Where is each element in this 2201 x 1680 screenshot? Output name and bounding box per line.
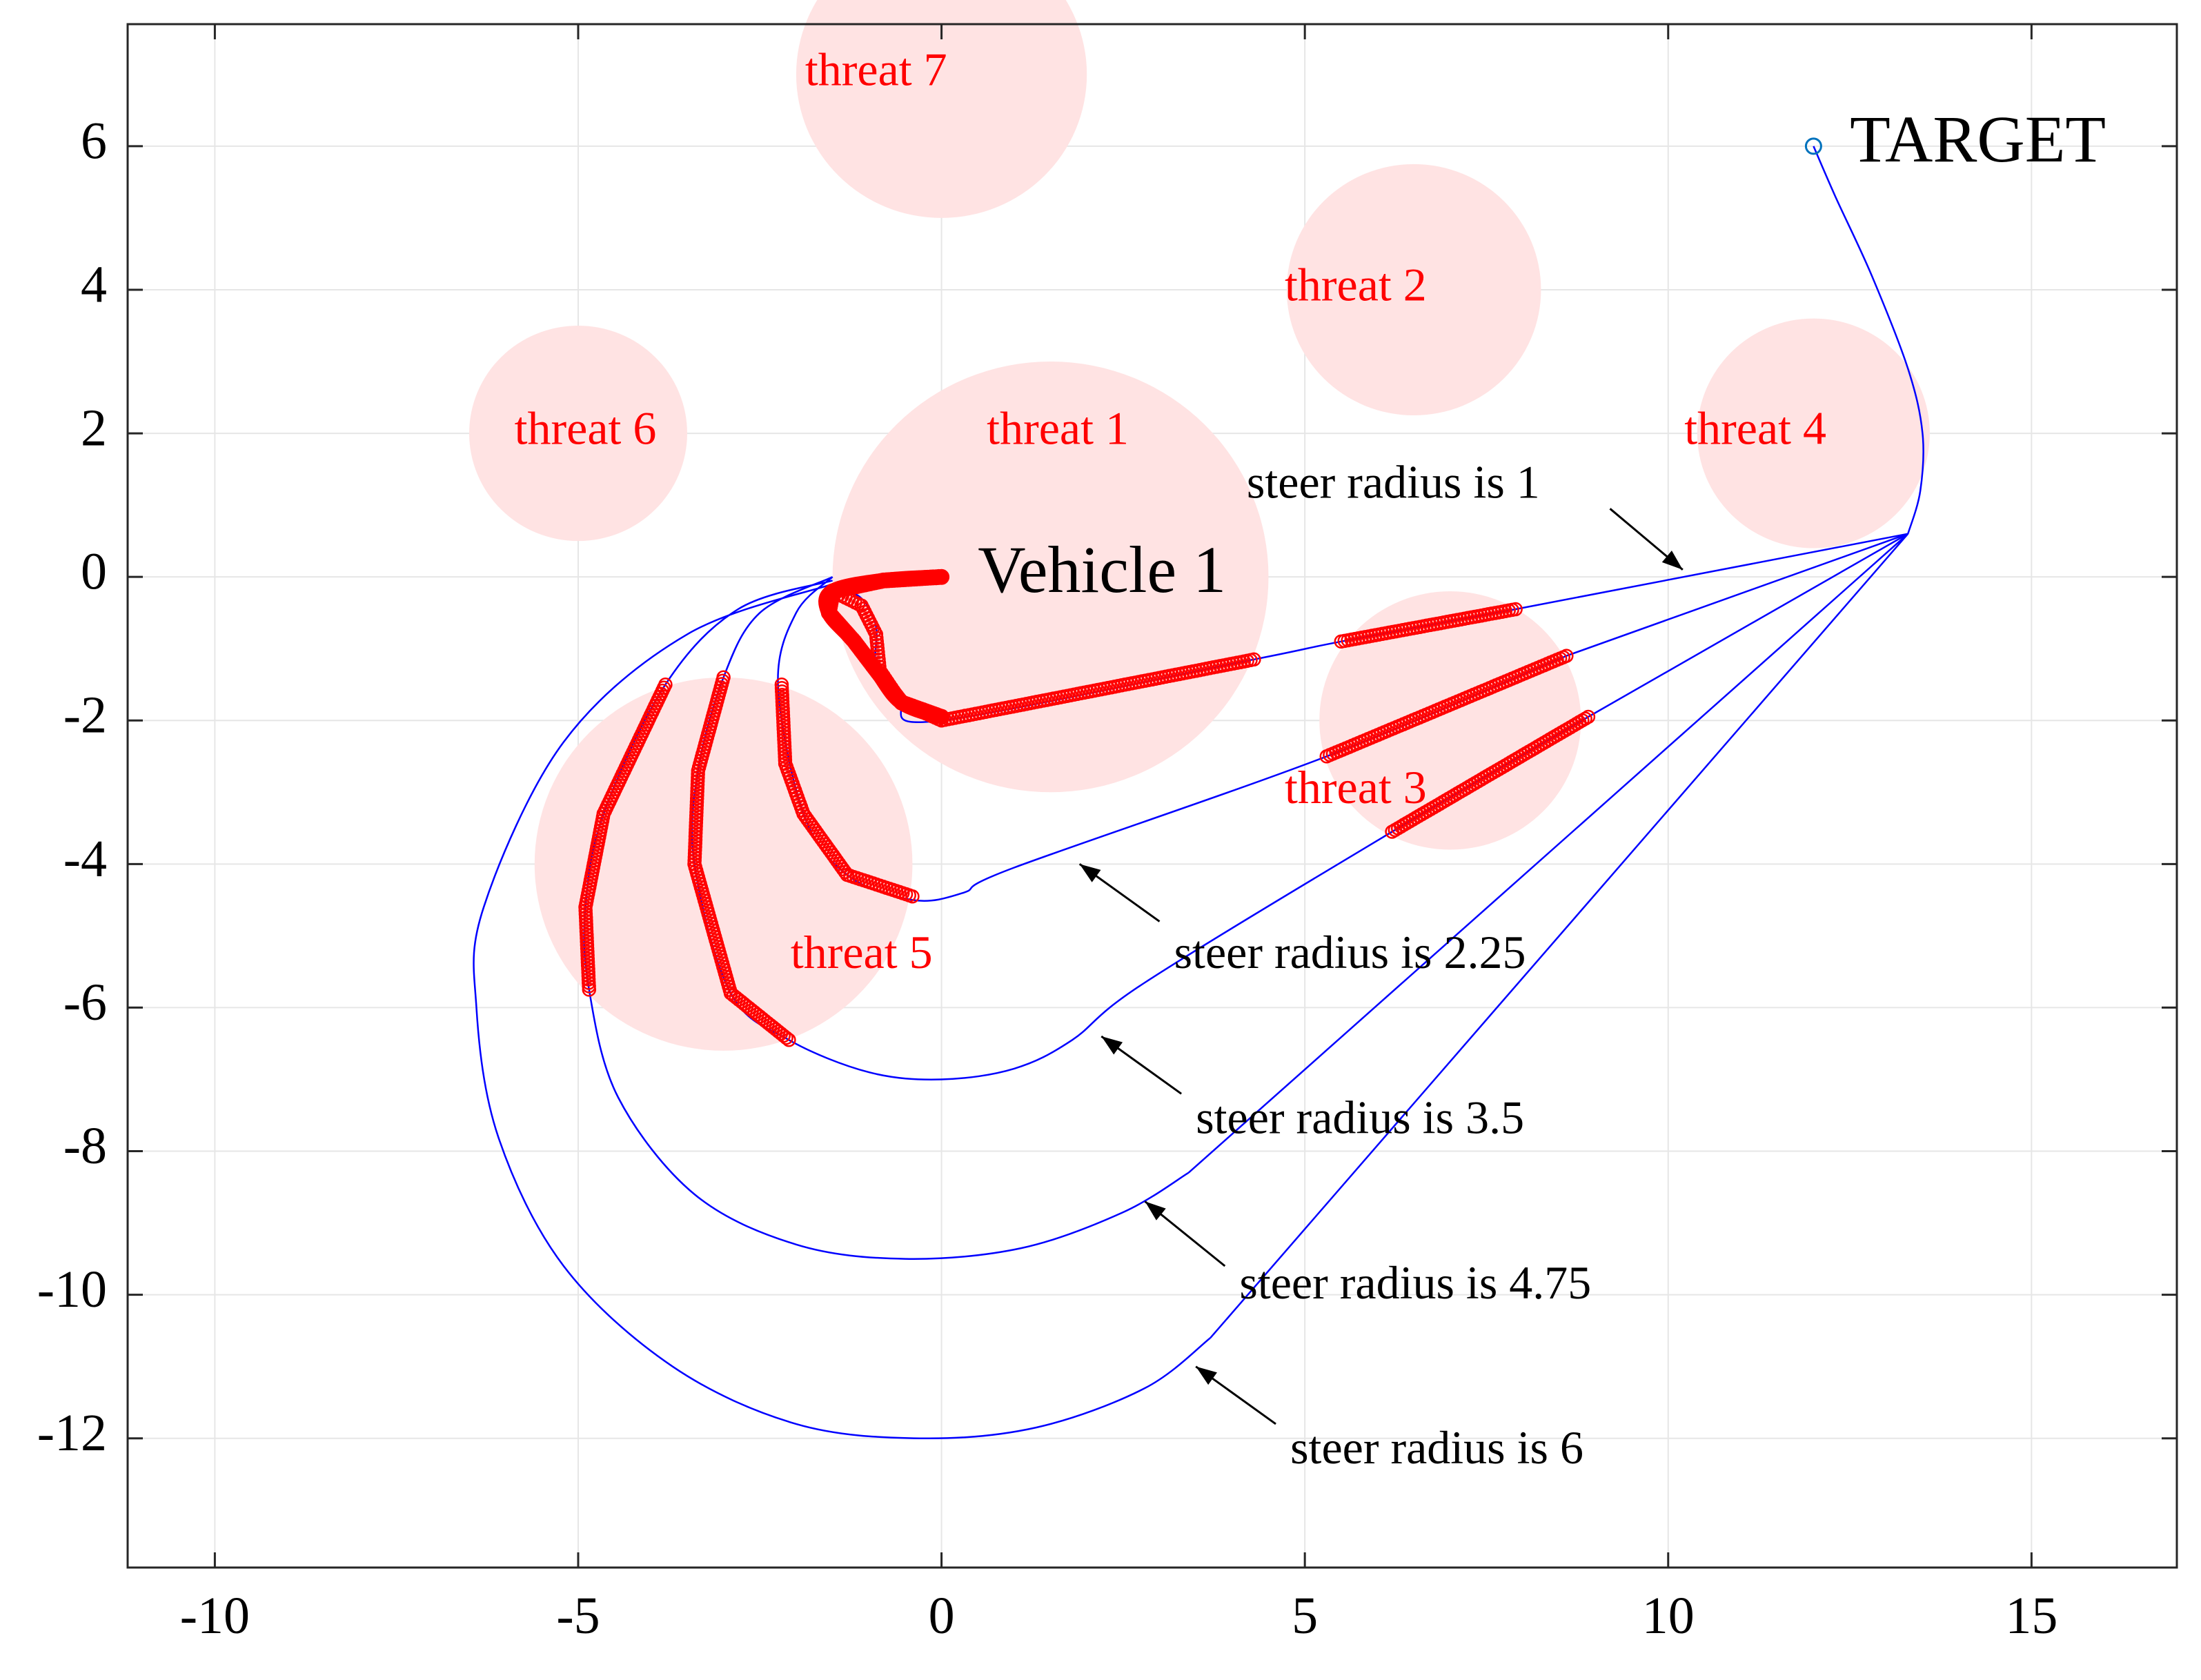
y-tick-label: -6 xyxy=(63,974,107,1031)
steer-path-line xyxy=(777,576,1567,902)
y-tick-label: -8 xyxy=(63,1117,107,1175)
y-tick-label: 6 xyxy=(81,112,107,170)
steer-path-tail xyxy=(1187,533,1909,1174)
threat-contact-marker xyxy=(1508,602,1523,617)
threat-circle xyxy=(1286,164,1541,416)
target-marker xyxy=(1804,137,1822,155)
y-tick-label: 2 xyxy=(81,399,107,457)
x-tick-label: 5 xyxy=(1292,1587,1318,1645)
threat-label: threat 7 xyxy=(805,43,947,95)
axes: -10 -5 0 5 10 15 6 4 2 0 -2 -4 -6 -8 -10 -12 xyxy=(37,23,2178,1645)
y-tick-label: 4 xyxy=(81,255,107,313)
grid-lines xyxy=(128,24,2177,1568)
annotation-arrow-head xyxy=(1101,1036,1123,1055)
threat-label: threat 6 xyxy=(515,402,657,455)
steer-path-tail xyxy=(1588,533,1908,718)
threat-contact-marker xyxy=(1578,711,1592,726)
annotation-arrow-head xyxy=(1661,551,1683,570)
threat-contact-marker xyxy=(905,889,920,904)
threat-label: threat 4 xyxy=(1684,402,1826,455)
y-tick-label: -12 xyxy=(37,1404,107,1462)
threat-label: threat 1 xyxy=(987,402,1129,455)
annotation-arrow-head xyxy=(1079,864,1101,882)
y-tick-label: -2 xyxy=(63,686,107,744)
y-tick-label: 0 xyxy=(81,543,107,601)
threat-label: threat 2 xyxy=(1285,259,1427,311)
steer-path-tail xyxy=(1210,533,1909,1338)
threat-contact-marker xyxy=(582,982,597,997)
x-tick-label: 0 xyxy=(929,1587,955,1645)
threat-contact-marker xyxy=(1581,709,1596,724)
path-to-target xyxy=(1813,146,1924,535)
steer-radius-annotation: steer radius is 2.25 xyxy=(1174,926,1526,978)
steer-path-line xyxy=(473,583,1212,1440)
steer-path-line xyxy=(691,576,1589,1080)
vehicle-arc-band xyxy=(818,569,949,724)
steer-radius-annotation: steer radius is 4.75 xyxy=(1239,1256,1591,1309)
threat-label: threat 5 xyxy=(791,926,933,978)
steer-path-tail xyxy=(1566,533,1908,657)
x-tick-label: 15 xyxy=(2005,1587,2057,1645)
threat-contact-marker xyxy=(1559,649,1574,663)
threat-contact-marker xyxy=(782,1033,796,1047)
threat-circle xyxy=(469,325,687,542)
x-tick-label: 10 xyxy=(1642,1587,1695,1645)
threat-circle xyxy=(1697,318,1930,549)
threat-contact-markers xyxy=(578,137,1822,1047)
y-tick-label: -10 xyxy=(37,1261,107,1318)
x-tick-label: -10 xyxy=(180,1587,250,1645)
x-tick-label: -5 xyxy=(556,1587,600,1645)
annotation-arrow-head xyxy=(1145,1201,1166,1221)
threat-label: threat 3 xyxy=(1285,761,1427,813)
threat-circle xyxy=(796,0,1087,218)
chart-labels: threat 1 threat 2 threat 3 threat 4 threat 5… xyxy=(515,43,2106,1474)
plot-frame xyxy=(126,23,2178,1569)
threat-contact-marker xyxy=(1247,652,1261,667)
steer-radius-annotation: steer radius is 6 xyxy=(1290,1421,1583,1474)
threat-contact-marker xyxy=(779,1030,793,1045)
threat-circle xyxy=(1319,591,1581,850)
annotation-arrow-head xyxy=(1196,1366,1217,1385)
target-label: TARGET xyxy=(1850,102,2106,176)
y-tick-label: -4 xyxy=(63,830,107,888)
steer-radius-annotation: steer radius is 1 xyxy=(1247,456,1540,508)
vehicle-label: Vehicle 1 xyxy=(978,533,1226,606)
steer-radius-annotation: steer radius is 3.5 xyxy=(1196,1091,1524,1144)
steer-path-tail xyxy=(1515,533,1908,611)
